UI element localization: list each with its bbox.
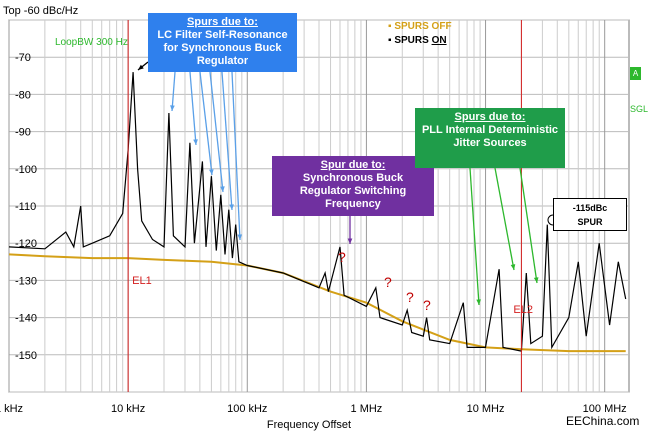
- legend-off-label: SPURS OFF: [394, 21, 452, 32]
- callout-arrow: [209, 71, 224, 193]
- callout-arrow: [189, 71, 197, 146]
- x-tick-label: 1 MHz: [351, 403, 383, 415]
- callout-arrow: [519, 167, 538, 284]
- x-tick-label: 100 kHz: [227, 403, 267, 415]
- y-tick-label: -110: [15, 201, 36, 213]
- question-mark-3: ?: [406, 289, 414, 305]
- callout-arrowhead: [209, 169, 214, 175]
- question-mark-4: ?: [423, 297, 431, 313]
- plot-markers: EL1 EL2: [127, 20, 533, 392]
- callout-arrowhead: [510, 264, 516, 270]
- spur-callout-line2: SPUR: [577, 217, 603, 227]
- legend-on-suffix: ON: [431, 35, 447, 46]
- plot-axes: -70-80-90-100-110-120-130-140-1501 kHz10…: [0, 52, 627, 415]
- plot-series: [8, 72, 627, 353]
- callout-pll-jitter: Spurs due to: PLL Internal Deterministic…: [415, 108, 565, 168]
- callout-arrowhead: [533, 277, 539, 283]
- trace-a-indicator: A: [630, 67, 641, 80]
- callout-arrow: [231, 71, 241, 241]
- watermark: EEChina.com: [566, 414, 640, 428]
- callout-buck-head: Spur due to:: [320, 159, 386, 171]
- spur-callout-line1: -115dBc: [572, 203, 608, 213]
- legend-on-prefix: SPURS: [394, 35, 432, 46]
- callout-arrow: [494, 167, 515, 271]
- x-tick-label: 1 kHz: [0, 403, 23, 415]
- y-tick-label: -90: [15, 127, 31, 139]
- y-tick-label: -130: [15, 275, 37, 287]
- callout-arrowhead: [170, 105, 175, 111]
- callout-115dbc-spur: -115dBc SPUR: [553, 198, 627, 231]
- legend-spurs-on: ▪ SPURS ON: [388, 35, 447, 46]
- callout-arrowhead: [476, 299, 481, 305]
- callout-pll-body: PLL Internal Deterministic Jitter Source…: [421, 124, 559, 149]
- y-tick-label: -70: [15, 52, 31, 64]
- callout-arrow: [221, 71, 233, 211]
- callout-arrowhead: [220, 186, 225, 192]
- legend: ▪ SPURS OFF ▪ SPURS ON: [388, 20, 452, 48]
- callout-arrow: [469, 167, 480, 306]
- loop-bw-label: LoopBW 300 Hz: [55, 37, 128, 48]
- callout-lc-filter: Spurs due to: LC Filter Self-Resonance f…: [148, 13, 297, 72]
- callout-arrowhead: [193, 139, 198, 145]
- x-tick-label: 100 MHz: [583, 403, 627, 415]
- legend-spurs-off: ▪ SPURS OFF: [388, 21, 452, 32]
- callout-arrows: [137, 61, 569, 306]
- marker-label-el2: EL2: [513, 304, 533, 316]
- callout-arrowhead: [347, 238, 353, 244]
- callout-arrowhead: [237, 234, 243, 240]
- callout-arrowhead: [229, 204, 234, 210]
- question-mark-1: ?: [338, 249, 346, 265]
- y-tick-label: -150: [15, 350, 37, 362]
- y-tick-label: -80: [15, 89, 31, 101]
- x-tick-label: 10 MHz: [467, 403, 505, 415]
- callout-lc-body: LC Filter Self-Resonance for Synchronous…: [157, 29, 288, 67]
- y-tick-label: -140: [15, 313, 37, 325]
- x-tick-label: 10 kHz: [111, 403, 145, 415]
- series-spurs-on: [8, 72, 627, 352]
- callout-buck-switching: Spur due to: Synchronous Buck Regulator …: [272, 156, 434, 216]
- callout-arrow: [199, 71, 213, 176]
- y-tick-label: -100: [15, 164, 37, 176]
- x-axis-label: Frequency Offset: [267, 419, 351, 431]
- callout-arrowhead: [138, 64, 144, 70]
- callout-pll-head: Spurs due to:: [454, 111, 526, 123]
- callout-buck-body: Synchronous Buck Regulator Switching Fre…: [299, 172, 407, 210]
- top-reference-label: Top -60 dBc/Hz: [3, 5, 78, 17]
- sgl-indicator: SGL: [630, 104, 649, 114]
- callout-arrow: [171, 71, 176, 112]
- marker-label-el1: EL1: [132, 275, 152, 287]
- callout-lc-head: Spurs due to:: [187, 16, 258, 28]
- question-mark-2: ?: [384, 274, 392, 290]
